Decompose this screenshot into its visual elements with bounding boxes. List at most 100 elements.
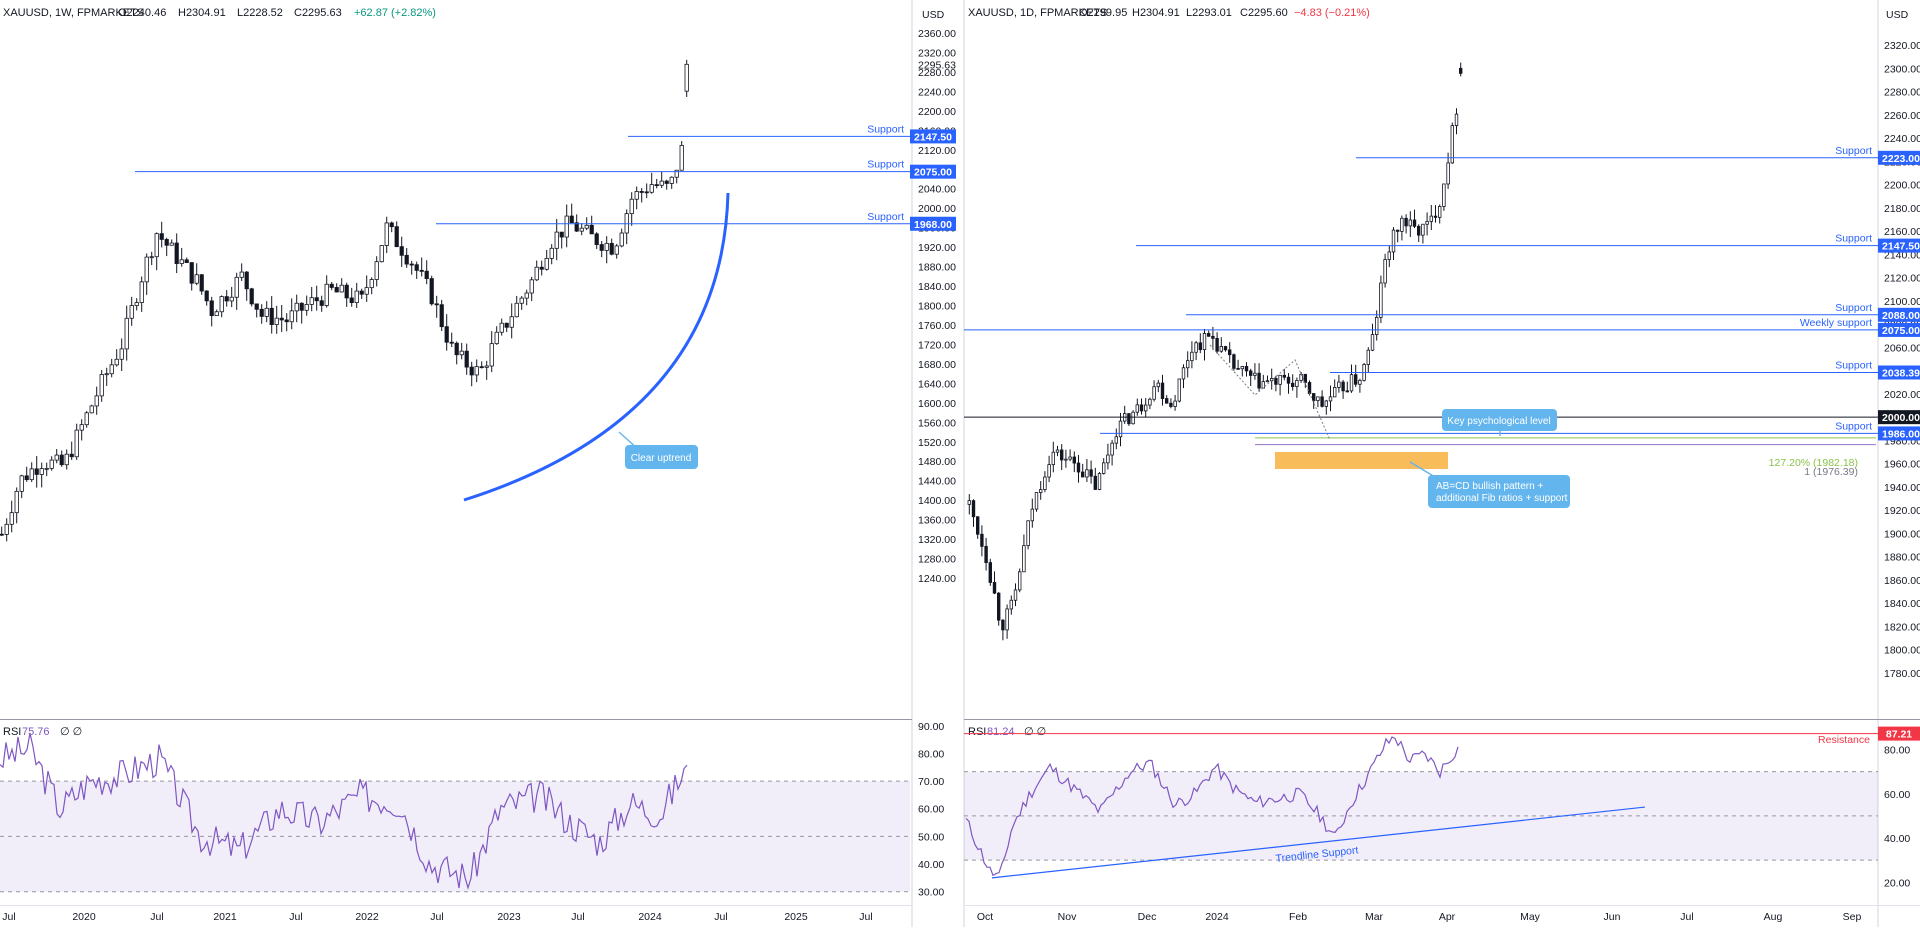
weekly-candle-body [184,259,189,263]
fib-1-label: 1 (1976.39) [1804,466,1858,478]
weekly-candle-body [289,310,294,323]
daily-candle-body [1286,376,1291,384]
daily-candle-body [971,500,976,518]
weekly-candle-body [429,278,434,305]
daily-level-price-text: 2038.39 [1882,368,1920,380]
daily-price-tick: 2260.00 [1884,110,1920,122]
daily-candle-body [1383,259,1387,284]
daily-candle-body [1072,456,1076,464]
daily-rsi-label: RSI [968,726,986,738]
weekly-candle-body [189,262,194,284]
key-psychological-callout[interactable]: Key psychological level [1442,409,1557,436]
weekly-time-tick: 2024 [638,911,662,923]
weekly-candle-body [209,300,214,317]
daily-open-value: O2299.95 [1079,7,1127,19]
daily-level-label: Support [1835,233,1872,245]
daily-time-axis[interactable]: Oct Nov Dec 2024 Feb Mar Apr May Jun Jul Aug Sep [977,911,1862,923]
weekly-time-tick: Jul [2,911,15,923]
weekly-candle-body [14,490,19,514]
daily-rsi-pane[interactable]: RSI 81.24 ∅ ∅ 87.21 80.00 60.00 40.00 20.00… [964,726,1920,889]
daily-candle-body [1307,382,1312,394]
weekly-price-tick: 1400.00 [918,495,956,507]
weekly-price-tick: 1480.00 [918,456,956,468]
weekly-candle-body [499,322,504,333]
daily-candle-body [1076,462,1081,473]
weekly-candle-body [594,233,599,245]
daily-level-price-tag [1878,365,1920,380]
daily-candle-body [1047,464,1051,478]
abcd-callout[interactable]: AB=CD bullish pattern + additional Fib r… [1409,461,1570,508]
weekly-open-value: O2240.46 [118,7,166,19]
daily-candle-body [1060,449,1064,461]
daily-candle-body [997,592,1001,621]
weekly-candle-body [179,259,184,264]
daily-time-tick: Oct [977,911,993,923]
daily-rsi-tick: 20.00 [1884,877,1910,889]
weekly-candle-body [639,191,644,193]
weekly-candle-body [99,374,104,397]
weekly-candle-body [544,257,549,270]
daily-time-tick: Apr [1439,911,1456,923]
daily-rsi-line [965,736,1459,877]
weekly-symbol-label[interactable]: XAUUSD, 1W, FPMARKETS [3,7,144,19]
daily-candle-body [1408,219,1412,227]
weekly-rsi-pane[interactable]: RSI 75.76 ∅ ∅ 90.00 80.00 70.00 60.00 50.00 4… [0,721,944,899]
weekly-time-tick: Jul [571,911,584,923]
daily-candle-body [1404,217,1408,227]
daily-currency-label[interactable]: USD [1886,9,1909,21]
weekly-candle-body [374,261,379,280]
daily-symbol-label[interactable]: XAUUSD, 1D, FPMARKETS [968,7,1107,19]
weekly-candle-body [399,246,404,256]
daily-price-tick: 1820.00 [1884,621,1920,633]
weekly-low-value: L2228.52 [237,7,283,19]
weekly-price-axis[interactable]: 2360.002320.002280.002240.002200.002160.… [918,28,956,585]
weekly-rsi-axis[interactable]: 90.00 80.00 70.00 60.00 50.00 40.00 30.00 [918,721,944,899]
weekly-rsi-label: RSI [3,726,21,738]
weekly-candle-body [344,284,349,299]
daily-candle-body [1446,162,1450,185]
daily-price-tick: 1920.00 [1884,505,1920,517]
weekly-candle-body [674,169,679,178]
daily-level-label: Support [1835,420,1872,432]
daily-level-label: Support [1835,360,1872,372]
weekly-chart-panel[interactable]: XAUUSD, 1W, FPMARKETS O2240.46 H2304.91 … [0,0,956,927]
uptrend-curve[interactable] [463,192,730,502]
daily-candle-body [1454,113,1459,127]
clear-uptrend-callout[interactable]: Clear uptrend [618,431,698,469]
daily-candle-body [1240,366,1244,370]
weekly-candle-body [634,191,639,200]
daily-candle-body [1265,380,1270,383]
rsi-trendline[interactable] [991,806,1646,879]
weekly-candle-body [119,348,124,360]
weekly-price-tick: 1760.00 [918,320,956,332]
daily-time-tick: May [1520,911,1541,923]
daily-levels[interactable]: Support 2223.00 Support 2147.50 Support 2088.… [964,145,1920,446]
daily-candle-body [1139,404,1144,412]
daily-candle-body [1198,342,1202,351]
daily-candle-body [1211,335,1215,339]
weekly-support-levels[interactable]: Support 2147.50 Support 2075.00 Support 1968.… [135,59,956,231]
daily-candle-body [1064,458,1068,461]
weekly-candle-body [279,317,284,321]
daily-price-tick: 1940.00 [1884,482,1920,494]
weekly-candle-body [659,180,664,186]
weekly-price-tick: 2280.00 [918,67,956,79]
daily-chart-panel[interactable]: XAUUSD, 1D, FPMARKETS O2299.95 H2304.91 … [963,0,1920,927]
weekly-rsi-tick: 70.00 [918,776,944,788]
daily-time-tick: Nov [1058,911,1077,923]
weekly-rsi-value: 75.76 [22,726,50,738]
weekly-price-tick: 2360.00 [918,28,956,40]
weekly-candle-body [309,297,314,305]
daily-level-price-tag [1878,322,1920,337]
daily-candle-body [1207,333,1211,337]
daily-rsi-axis[interactable]: 80.00 60.00 40.00 20.00 [1884,745,1910,890]
weekly-candle-body [69,453,74,458]
weekly-candle-body [409,263,414,266]
weekly-level-price-text: 1968.00 [914,219,952,231]
daily-candle-body [1337,381,1341,388]
weekly-high-value: H2304.91 [178,7,226,19]
weekly-candle-body [589,224,594,235]
weekly-currency-label[interactable]: USD [922,9,945,21]
weekly-time-axis[interactable]: Jul 2020 Jul 2021 Jul 2022 Jul 2023 Jul 2024 Jul 20… [2,911,872,923]
clear-uptrend-text: Clear uptrend [631,453,692,464]
